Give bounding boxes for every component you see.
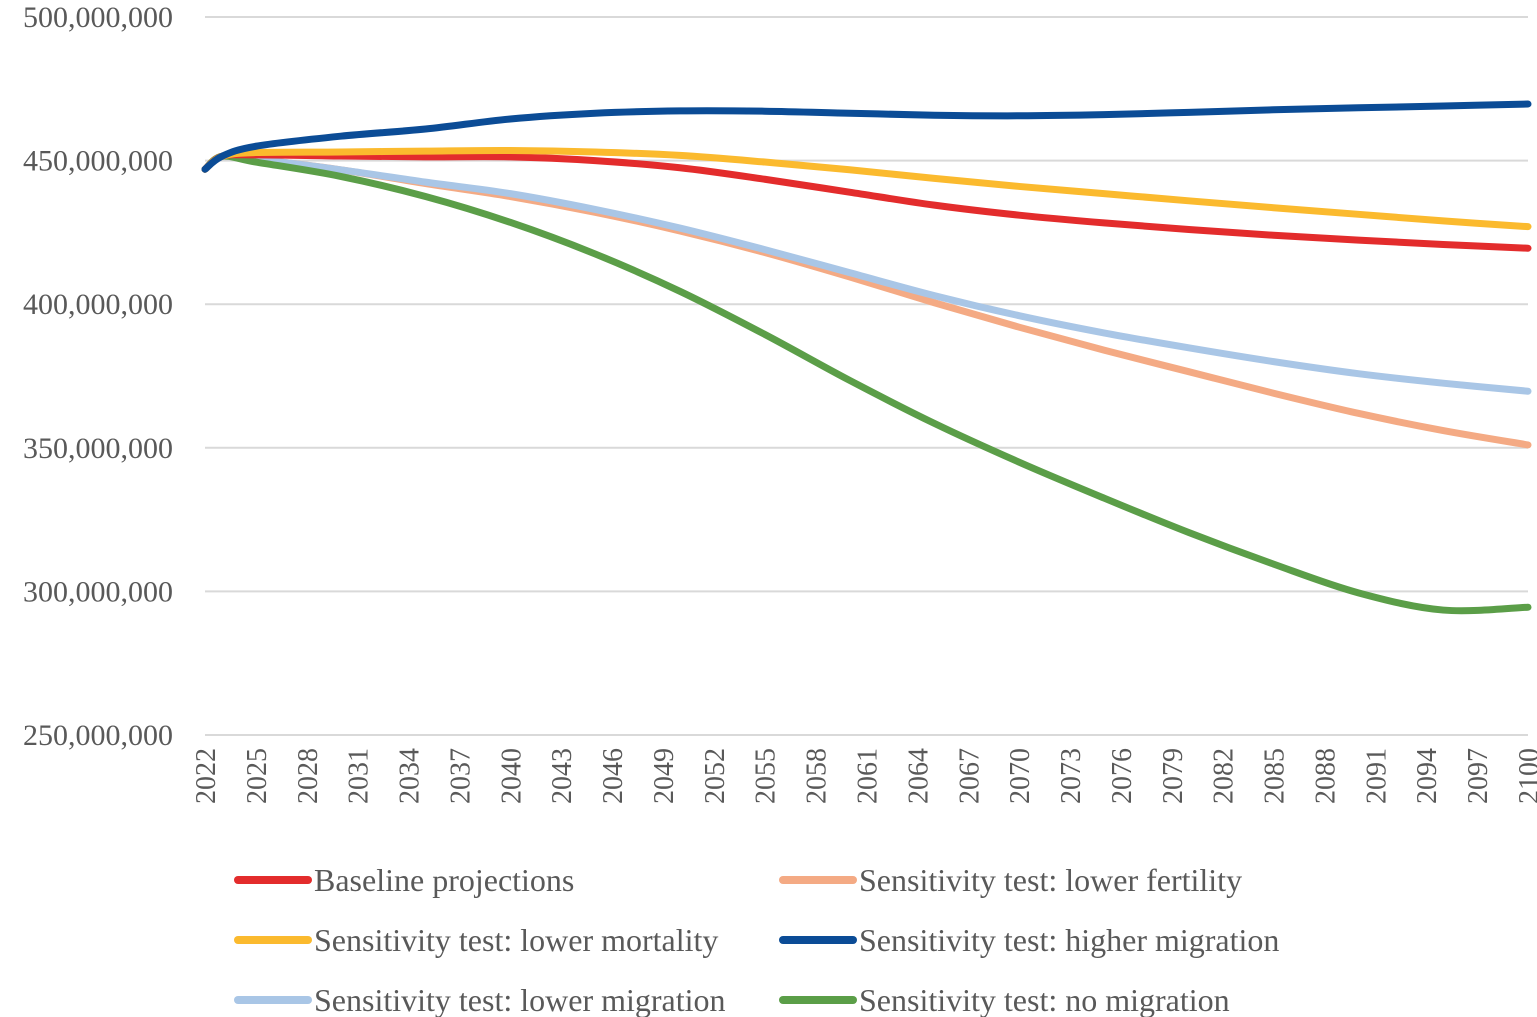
- series-line-4: [201, 152, 1532, 395]
- x-tick-label: 2040: [496, 748, 527, 804]
- x-tick-label: 2100: [1514, 748, 1537, 804]
- legend-item: Sensitivity test: lower mortality: [234, 922, 718, 958]
- series-line-5: [201, 152, 1532, 615]
- legend-item: Sensitivity test: no migration: [779, 982, 1230, 1017]
- x-tick-label: 2025: [242, 748, 273, 804]
- legend-item: Baseline projections: [234, 862, 574, 898]
- legend: Baseline projections Sensitivity test: lo…: [234, 862, 1279, 1017]
- y-axis: 250,000,000 300,000,000 350,000,000 400,000…: [23, 1, 173, 752]
- x-tick-label: 2028: [293, 748, 324, 804]
- x-tick-label: 2058: [802, 748, 833, 804]
- series-line-0: [201, 151, 1532, 252]
- x-tick-label: 2049: [649, 748, 680, 804]
- x-tick-label: 2061: [853, 748, 884, 804]
- x-axis: 2022 2025 2028 2031 2034 2037 2040 2043 2046 2049…: [191, 748, 1537, 804]
- series-lines: [201, 100, 1532, 615]
- x-tick-label: 2052: [700, 748, 731, 804]
- x-tick-label: 2022: [191, 748, 222, 804]
- legend-label: Sensitivity test: no migration: [859, 982, 1230, 1017]
- gridlines: [205, 16, 1528, 736]
- x-tick-label: 2079: [1158, 748, 1189, 804]
- x-tick-label: 2055: [751, 748, 782, 804]
- x-tick-label: 2076: [1107, 748, 1138, 804]
- y-tick-label: 250,000,000: [23, 719, 173, 752]
- x-tick-label: 2031: [344, 748, 375, 804]
- legend-item: Sensitivity test: lower fertility: [779, 862, 1242, 898]
- x-tick-label: 2043: [547, 748, 578, 804]
- legend-label: Sensitivity test: higher migration: [859, 922, 1279, 958]
- y-tick-label: 400,000,000: [23, 288, 173, 321]
- y-tick-label: 450,000,000: [23, 145, 173, 178]
- x-tick-label: 2037: [445, 748, 476, 804]
- x-tick-label: 2073: [1056, 748, 1087, 804]
- x-tick-label: 2034: [395, 748, 426, 804]
- legend-label: Sensitivity test: lower migration: [314, 982, 726, 1017]
- x-tick-label: 2094: [1412, 748, 1443, 804]
- x-tick-label: 2097: [1463, 748, 1494, 804]
- legend-label: Baseline projections: [314, 862, 574, 898]
- x-tick-label: 2067: [954, 748, 985, 804]
- y-tick-label: 500,000,000: [23, 1, 173, 34]
- legend-item: Sensitivity test: higher migration: [779, 922, 1279, 958]
- x-tick-label: 2064: [903, 748, 934, 804]
- x-tick-label: 2082: [1209, 748, 1240, 804]
- x-tick-label: 2085: [1260, 748, 1291, 804]
- legend-item: Sensitivity test: lower migration: [234, 982, 726, 1017]
- x-tick-label: 2091: [1361, 748, 1392, 804]
- x-tick-label: 2046: [598, 748, 629, 804]
- y-tick-label: 300,000,000: [23, 575, 173, 608]
- series-line-1: [201, 152, 1532, 449]
- y-tick-label: 350,000,000: [23, 432, 173, 465]
- series-line-2: [201, 147, 1532, 231]
- legend-label: Sensitivity test: lower mortality: [314, 922, 718, 958]
- series-line-3: [201, 100, 1532, 173]
- x-tick-label: 2070: [1005, 748, 1036, 804]
- x-tick-label: 2088: [1310, 748, 1341, 804]
- legend-label: Sensitivity test: lower fertility: [859, 862, 1242, 898]
